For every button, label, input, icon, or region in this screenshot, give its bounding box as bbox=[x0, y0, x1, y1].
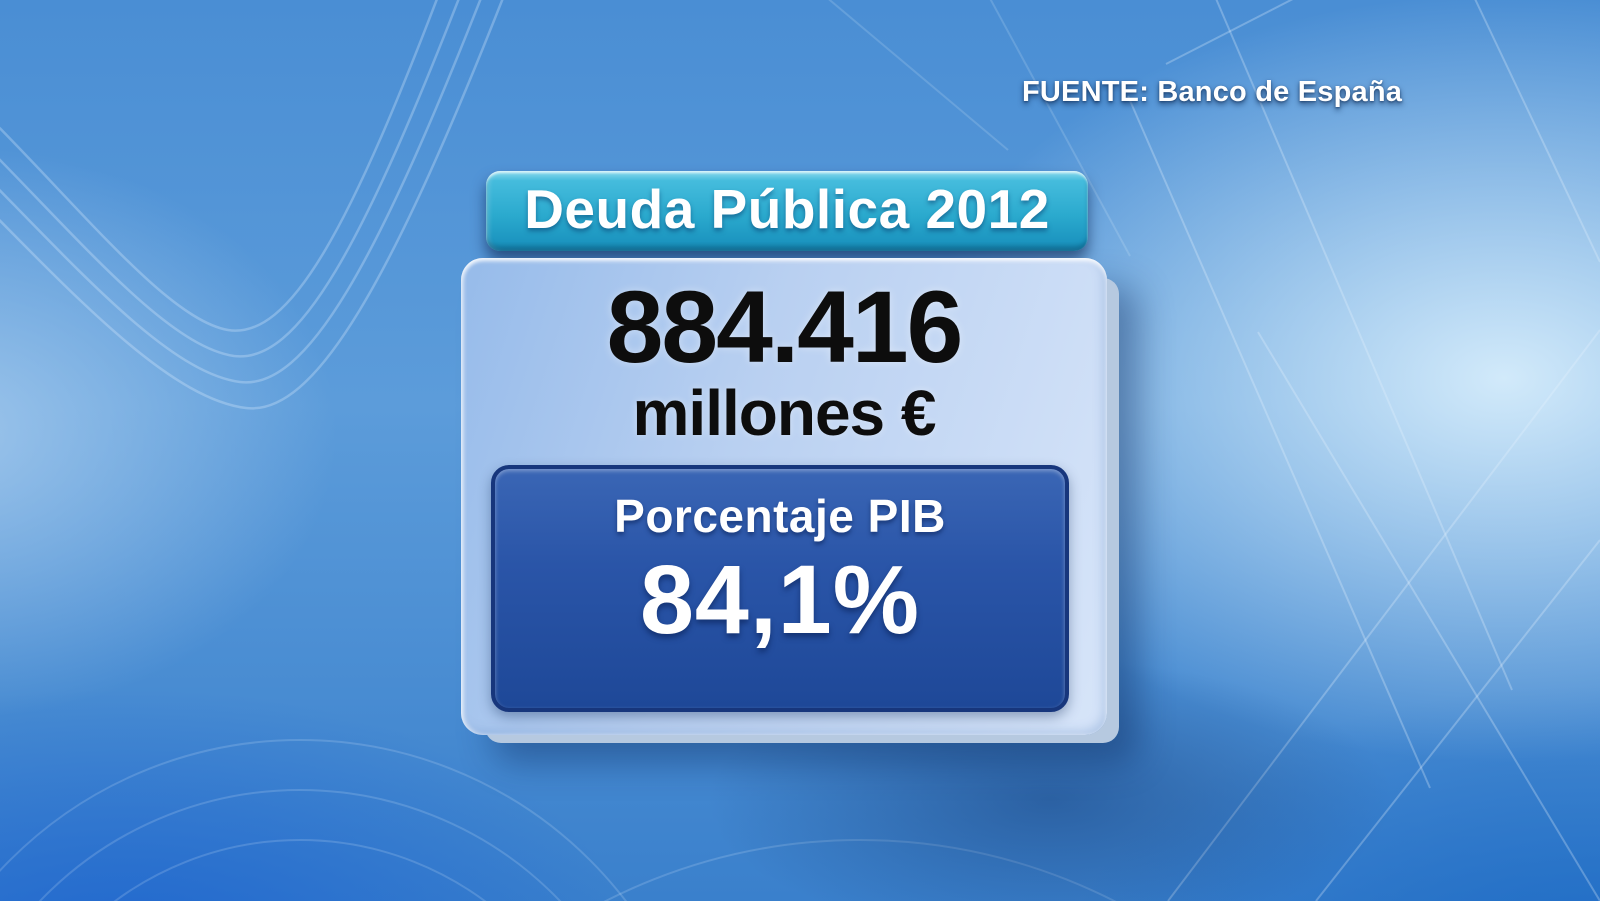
title-text: Deuda Pública 2012 bbox=[524, 177, 1050, 240]
debt-amount-unit: millones € bbox=[632, 377, 937, 450]
pib-box: Porcentaje PIB 84,1% bbox=[491, 465, 1069, 712]
source-attribution: FUENTE: Banco de España bbox=[1022, 76, 1403, 108]
debt-amount-value: 884.416 bbox=[606, 270, 964, 384]
debt-card: 884.416 millones € Porcentaje PIB 84,1% bbox=[461, 258, 1107, 735]
pib-value: 84,1% bbox=[639, 545, 921, 654]
pib-label: Porcentaje PIB bbox=[614, 490, 946, 542]
title-banner: Deuda Pública 2012 bbox=[486, 171, 1088, 251]
